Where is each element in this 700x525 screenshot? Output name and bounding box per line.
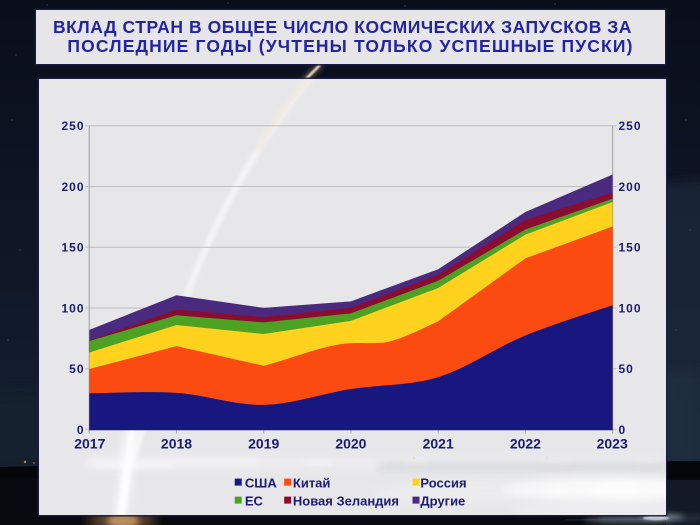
svg-text:200: 200 (61, 180, 84, 194)
svg-text:2022: 2022 (510, 436, 541, 452)
svg-text:2021: 2021 (423, 436, 454, 452)
svg-text:2017: 2017 (74, 436, 105, 452)
svg-text:Китай: Китай (293, 475, 331, 490)
svg-text:США: США (245, 475, 277, 490)
svg-text:250: 250 (61, 119, 84, 133)
svg-text:2018: 2018 (161, 436, 192, 452)
svg-text:100: 100 (61, 301, 84, 315)
svg-text:2020: 2020 (335, 436, 366, 452)
svg-text:0: 0 (77, 423, 85, 437)
svg-text:Другие: Другие (420, 494, 465, 509)
svg-text:2019: 2019 (248, 436, 279, 452)
svg-text:150: 150 (619, 241, 642, 255)
svg-text:100: 100 (619, 301, 642, 315)
svg-text:ЕС: ЕС (245, 494, 264, 509)
svg-text:Россия: Россия (420, 475, 466, 490)
svg-text:Новая Зеландия: Новая Зеландия (293, 494, 399, 509)
svg-text:2023: 2023 (597, 436, 628, 452)
svg-text:0: 0 (619, 423, 627, 437)
svg-text:150: 150 (61, 241, 84, 255)
svg-text:50: 50 (69, 362, 84, 376)
svg-text:200: 200 (619, 180, 642, 194)
svg-text:250: 250 (619, 119, 642, 133)
svg-text:50: 50 (619, 362, 634, 376)
